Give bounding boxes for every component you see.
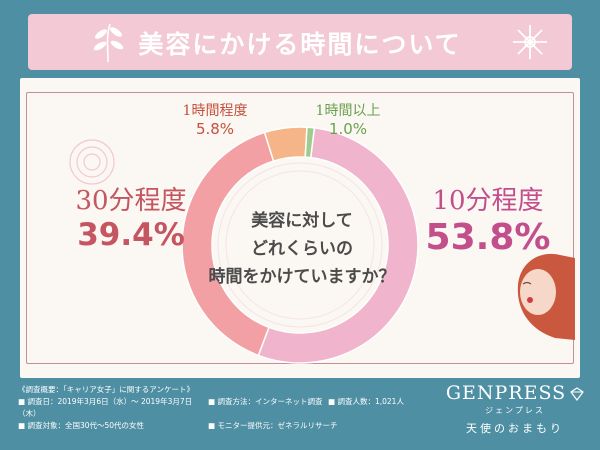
leaf-icon: [93, 23, 124, 63]
survey-period: ■ 調査日：2019年3月6日（水）〜 2019年3月7日（木）: [18, 397, 193, 418]
slice-name-10min: 10分程度: [432, 186, 544, 216]
slice-name-1hour: 1時間程度: [182, 103, 248, 119]
survey-provider: ■ モニター提供元：ゼネラルリサーチ: [208, 421, 338, 430]
slice-30min: [181, 131, 275, 357]
slice-10min: [257, 127, 419, 364]
brand-logo: GENPRESS ジェンプレス 天使のおまもり: [440, 382, 590, 436]
slice-value-30min: 39.4%: [77, 217, 185, 253]
survey-count: ■ 調査人数：1,021人: [328, 397, 404, 406]
gem-icon: [570, 387, 585, 401]
woman-illustration: [517, 253, 575, 340]
brand-tagline: 天使のおまもり: [466, 422, 564, 435]
center-question: 美容に対して どれくらいの 時間をかけていますか？: [209, 207, 396, 291]
brand-kana: ジェンプレス: [485, 406, 545, 415]
label-over-1hour: 1時間以上 1.0%: [298, 100, 398, 138]
page-title: 美容にかける時間について: [138, 30, 462, 59]
slice-value-1hour: 5.8%: [195, 120, 235, 138]
flower-decoration-center: [217, 162, 383, 328]
slice-name-30min: 30分程度: [75, 186, 187, 216]
center-line-2: どれくらいの: [251, 239, 353, 259]
slice-value-10min: 53.8%: [425, 217, 551, 258]
survey-heading: 《調査概要：「キャリア女子」に関するアンケート》: [18, 385, 194, 394]
survey-notes: 《調査概要：「キャリア女子」に関するアンケート》 ■ 調査日：2019年3月6日…: [18, 384, 408, 432]
title-banner: 美容にかける時間について: [28, 14, 572, 70]
survey-target: ■ 調査対象：全国30代〜50代の女性: [18, 421, 145, 430]
survey-method: ■ 調査方法：インターネット調査: [208, 397, 323, 406]
center-line-3: 時間をかけていますか？: [208, 267, 396, 287]
label-30min: 30分程度 39.4%: [56, 180, 206, 253]
slice-name-over-1hour: 1時間以上: [315, 103, 381, 119]
brand-name: GENPRESS: [445, 382, 567, 404]
snowflake-icon: [513, 25, 547, 59]
flower-decoration-left: [69, 139, 115, 185]
label-10min: 10分程度 53.8%: [408, 180, 568, 258]
center-line-1: 美容に対して: [251, 211, 353, 231]
slice-over-1hour: [304, 126, 316, 159]
slice-value-over-1hour: 1.0%: [328, 120, 368, 138]
label-1hour: 1時間程度 5.8%: [160, 100, 270, 138]
